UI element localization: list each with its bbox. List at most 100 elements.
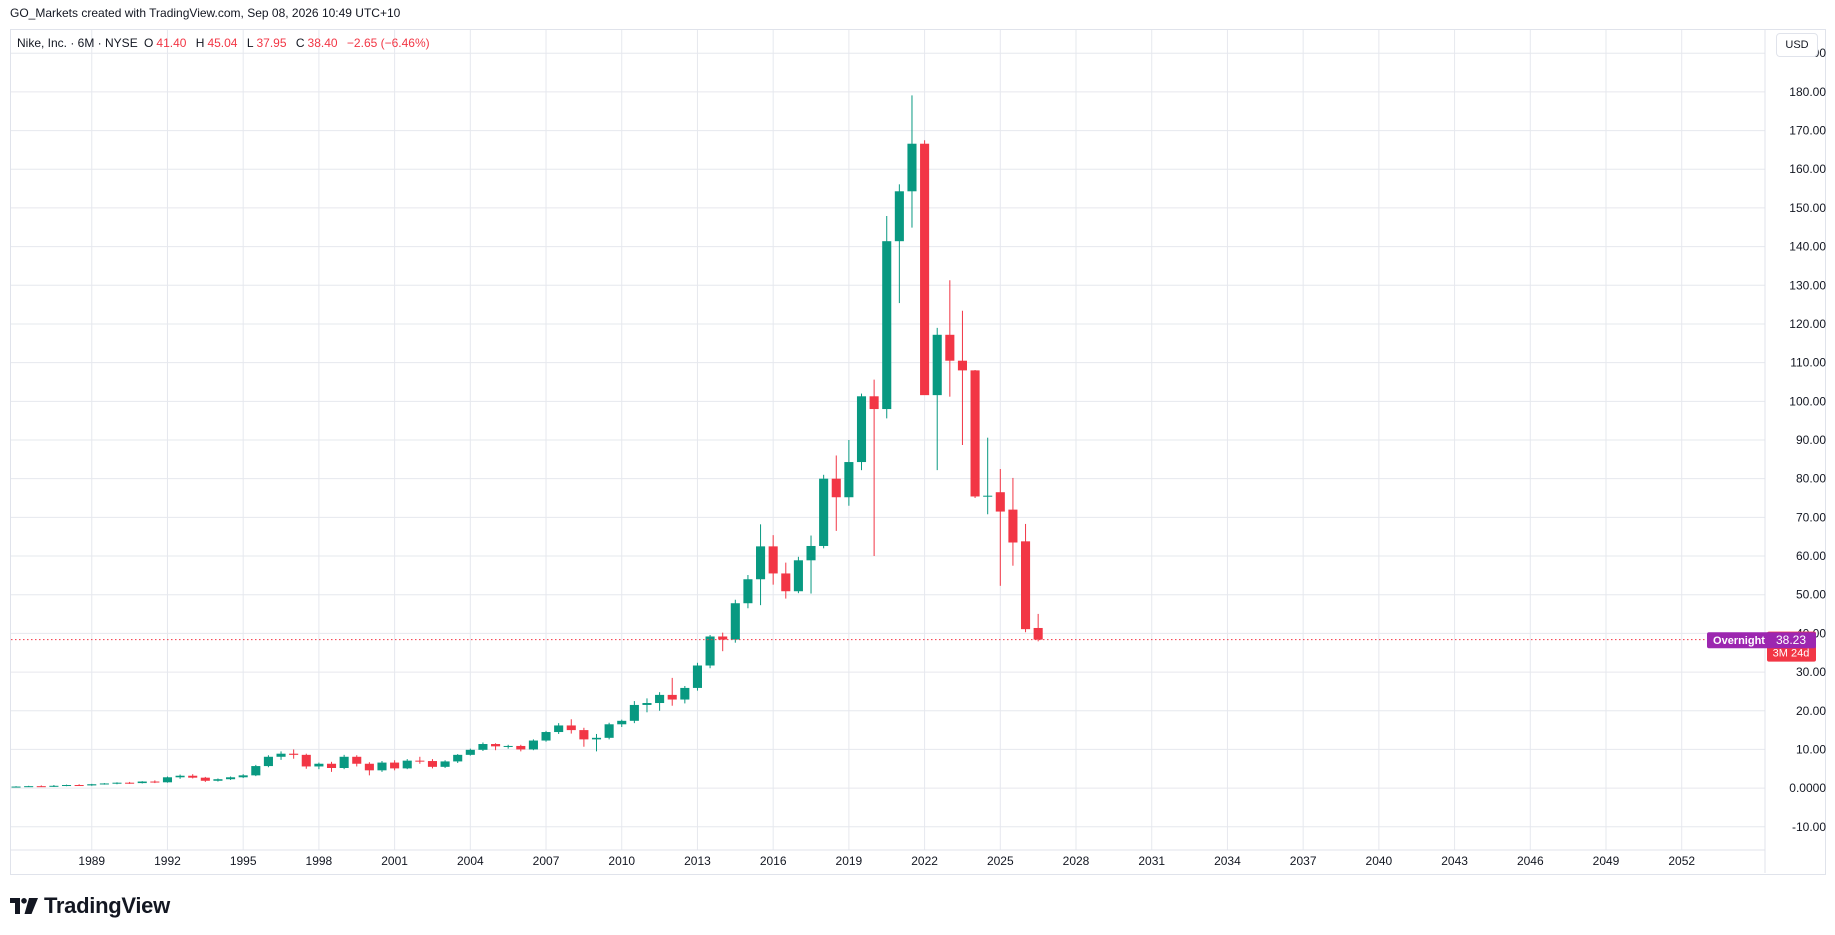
open-label: O [144,36,154,50]
candle-down[interactable] [326,761,337,772]
candle-up[interactable] [907,95,917,228]
candle-down[interactable] [566,719,576,734]
candle-up[interactable] [705,634,715,669]
candle-up[interactable] [680,686,690,704]
candle-down[interactable] [781,562,791,599]
candle-up[interactable] [806,535,816,594]
candle-down[interactable] [1033,613,1043,642]
candle-up[interactable] [983,437,993,515]
candle-down[interactable] [200,776,210,782]
currency-button[interactable]: USD [1776,33,1818,57]
chart-frame[interactable] [10,29,1826,875]
candle-down[interactable] [188,774,198,779]
symbol-name: Nike, Inc. · 6M · NYSE [17,36,138,50]
candle-down[interactable] [718,632,728,652]
candle-down[interactable] [667,677,677,706]
candle-down[interactable] [289,749,299,759]
candle-up[interactable] [238,774,248,779]
candle-down[interactable] [831,455,841,531]
candle-up[interactable] [314,762,324,770]
candle-up[interactable] [604,722,614,740]
candle-up[interactable] [503,744,513,749]
candle-up[interactable] [263,755,273,768]
candle-up[interactable] [793,556,803,594]
candle-up[interactable] [87,783,97,786]
candle-up[interactable] [61,784,72,787]
candle-down[interactable] [1021,523,1031,633]
candle-up[interactable] [655,692,665,711]
candle-up[interactable] [882,216,892,419]
candle-down[interactable] [491,743,501,751]
candle-down[interactable] [768,535,778,585]
candle-up[interactable] [591,733,602,752]
candle-up[interactable] [99,783,109,785]
candle-down[interactable] [427,759,438,769]
x-tick-label: 1998 [306,854,333,868]
candle-down[interactable] [415,756,425,764]
candle-up[interactable] [11,786,21,788]
candle-up[interactable] [642,698,652,713]
candle-up[interactable] [756,524,766,606]
candle-down[interactable] [36,785,46,788]
candle-body [137,781,147,784]
candle-down[interactable] [995,469,1005,586]
candle-up[interactable] [377,761,387,772]
x-tick-label: 2046 [1517,854,1544,868]
candle-down[interactable] [945,280,955,397]
candle-down[interactable] [74,784,84,787]
candle-up[interactable] [440,760,450,768]
candle-down[interactable] [125,781,135,784]
x-tick-label: 2037 [1290,854,1317,868]
candle-up[interactable] [175,774,185,779]
candle-up[interactable] [137,781,147,784]
candle-up[interactable] [213,778,223,782]
candle-down[interactable] [516,744,526,752]
candle-down[interactable] [920,140,930,396]
candle-up[interactable] [617,719,627,727]
candle-down[interactable] [301,753,311,769]
candle-up[interactable] [24,785,34,788]
candle-up[interactable] [465,748,475,756]
candle-body [920,143,930,396]
candle-up[interactable] [528,739,538,751]
candle-up[interactable] [339,754,349,770]
candle-down[interactable] [869,379,879,557]
x-tick-label: 2031 [1138,854,1165,868]
candle-down[interactable] [352,755,362,767]
candle-up[interactable] [554,723,564,734]
candle-down[interactable] [1008,477,1018,566]
y-tick-label: 90.00 [1796,433,1826,447]
candle-up[interactable] [743,574,753,609]
candle-up[interactable] [894,184,904,304]
candle-up[interactable] [844,440,854,506]
candle-up[interactable] [276,751,286,760]
candle-up[interactable] [819,474,829,549]
overnight-price-label[interactable]: Overnight 38.23 [1707,632,1816,649]
candle-body [541,732,551,741]
candle-up[interactable] [932,327,942,471]
x-tick-label: 2040 [1366,854,1393,868]
candle-up[interactable] [478,742,488,751]
candle-down[interactable] [970,369,980,499]
candle-up[interactable] [112,782,122,785]
candle-down[interactable] [390,760,400,771]
candle-up[interactable] [541,730,551,742]
candle-up[interactable] [251,764,261,777]
candle-up[interactable] [49,785,59,787]
candle-up[interactable] [162,776,173,783]
candle-down[interactable] [364,762,374,776]
candle-up[interactable] [453,754,463,763]
y-tick-label: 110.00 [1790,356,1826,370]
candle-down[interactable] [579,727,589,747]
candle-up[interactable] [402,759,412,770]
candle-down[interactable] [150,780,160,784]
candle-up[interactable] [629,701,639,724]
candle-up[interactable] [226,776,236,780]
candle-down[interactable] [957,310,967,446]
candle-up[interactable] [856,393,867,471]
candle-body [1021,541,1031,630]
candle-up[interactable] [730,599,740,643]
candle-body [465,749,475,755]
candle-up[interactable] [692,662,703,691]
